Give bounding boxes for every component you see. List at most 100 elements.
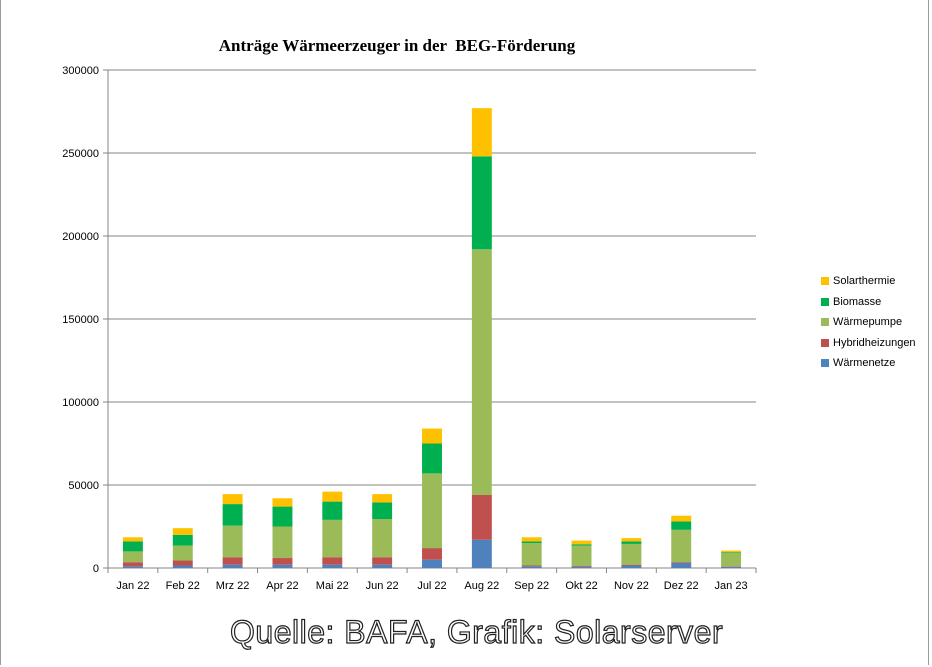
bar-segment	[721, 566, 742, 568]
bar-segment	[422, 428, 442, 444]
bar-segment	[272, 498, 293, 507]
bar-segment	[122, 537, 143, 542]
bar-segment	[172, 528, 193, 535]
bar-segment	[422, 443, 442, 474]
y-tick-label: 50000	[68, 480, 99, 492]
y-tick-label: 150000	[62, 314, 99, 326]
bar-segment	[671, 529, 692, 563]
legend-label: Hybridheizungen	[833, 336, 916, 349]
bar-segment	[322, 519, 343, 558]
bar-segment	[222, 525, 243, 558]
bar-segment	[471, 156, 492, 250]
bar-segment	[372, 564, 393, 568]
bar-segment	[122, 541, 143, 552]
bar-segment	[122, 551, 143, 563]
x-tick-label: Nov 22	[614, 580, 649, 592]
legend-item-biomasse: Biomasse	[821, 292, 916, 313]
bar-segment	[272, 558, 293, 565]
bar-segment	[222, 494, 243, 505]
bar-segment	[621, 564, 642, 566]
bar-segment	[471, 494, 492, 540]
legend-item-waermenetze: Wärmenetze	[821, 353, 916, 374]
legend-label: Wärmenetze	[833, 357, 896, 370]
x-tick-label: Jul 22	[417, 580, 446, 592]
legend-item-solarthermie: Solarthermie	[821, 271, 916, 292]
legend-label: Solarthermie	[833, 275, 896, 288]
x-tick-label: Jun 22	[366, 580, 399, 592]
x-tick-label: Mrz 22	[216, 580, 250, 592]
y-tick-label: 100000	[62, 397, 99, 409]
x-tick-label: Okt 22	[565, 580, 597, 592]
source-credit: Quelle: BAFA, Grafik: Solarserver	[229, 613, 724, 650]
bar-segment	[521, 541, 542, 544]
x-tick-label: Apr 22	[266, 580, 298, 592]
bar-segment	[471, 249, 492, 495]
legend-swatch	[821, 277, 829, 286]
bar-segment	[571, 545, 592, 567]
y-tick-label: 0	[93, 563, 99, 575]
bar-segment	[521, 537, 542, 542]
x-tick-label: Jan 23	[715, 580, 748, 592]
bar-segment	[422, 473, 442, 549]
x-tick-label: Sep 22	[514, 580, 549, 592]
y-tick-label: 250000	[62, 148, 99, 160]
bar-segment	[671, 515, 692, 522]
bar-segment	[571, 544, 592, 546]
bar-segment	[471, 108, 492, 157]
bar-segment	[621, 565, 642, 568]
x-tick-label: Aug 22	[464, 580, 499, 592]
x-tick-label: Dez 22	[664, 580, 699, 592]
bar-segment	[322, 491, 343, 502]
legend-label: Biomasse	[833, 295, 882, 308]
bar-segment	[521, 543, 542, 566]
x-tick-label: Jan 22	[116, 580, 149, 592]
bar-segment	[571, 566, 592, 568]
bar-segment	[521, 565, 542, 567]
chart-legend: Solarthermie Biomasse Wärmepumpe Hybridh…	[821, 271, 916, 374]
bar-segment	[122, 562, 143, 567]
bar-segment	[671, 562, 692, 564]
bar-segment	[272, 506, 293, 527]
legend-swatch	[821, 318, 829, 327]
bar-segment	[372, 502, 393, 520]
bar-segment	[172, 534, 193, 546]
legend-item-waermepumpe: Wärmepumpe	[821, 312, 916, 333]
legend-swatch	[821, 359, 829, 368]
bar-segment	[721, 550, 742, 553]
y-tick-label: 200000	[62, 231, 99, 243]
legend-swatch	[821, 338, 829, 347]
bar-segment	[272, 526, 293, 559]
bar-segment	[671, 521, 692, 530]
bar-segment	[172, 565, 193, 568]
bar-segment	[521, 566, 542, 568]
bar-segment	[721, 552, 742, 554]
bar-segment	[671, 563, 692, 568]
legend-item-hybridheizungen: Hybridheizungen	[821, 333, 916, 354]
bar-segment	[122, 566, 143, 568]
bar-segment	[471, 539, 492, 568]
bar-segment	[372, 519, 393, 558]
bar-segment	[222, 557, 243, 565]
bar-segment	[571, 566, 592, 567]
bar-segment	[621, 538, 642, 542]
bar-segment	[222, 564, 243, 568]
bar-segment	[422, 548, 442, 560]
bar-segment	[721, 553, 742, 567]
bar-segment	[621, 541, 642, 544]
bar-segment	[172, 545, 193, 561]
bar-segment	[322, 564, 343, 568]
bar-segment	[322, 557, 343, 565]
bar-segment	[372, 494, 393, 503]
bar-segment	[172, 560, 193, 566]
bar-segment	[272, 564, 293, 568]
chart-title: Anträge Wärmeerzeuger in der BEG-Förderu…	[218, 36, 576, 55]
legend-label: Wärmepumpe	[833, 316, 903, 329]
legend-swatch	[821, 297, 829, 306]
x-tick-label: Mai 22	[316, 580, 349, 592]
bar-segment	[571, 540, 592, 545]
bar-segment	[322, 501, 343, 520]
y-tick-label: 300000	[62, 65, 99, 77]
bar-segment	[372, 557, 393, 565]
